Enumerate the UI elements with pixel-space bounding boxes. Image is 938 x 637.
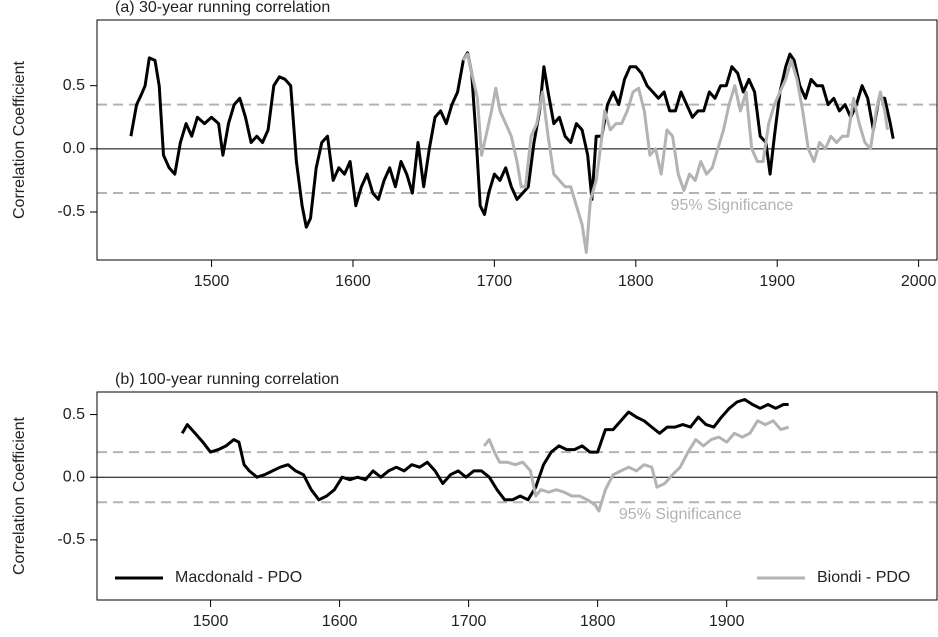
- panel-title: (b) 100-year running correlation: [115, 371, 339, 388]
- x-tick-label: 1700: [477, 273, 513, 290]
- annotation: 95% Significance: [619, 506, 742, 523]
- series-line: [482, 419, 790, 513]
- x-tick-label: 1500: [194, 273, 230, 290]
- x-tick-label: 1800: [580, 613, 616, 630]
- series-line: [462, 52, 889, 254]
- x-tick-label: 1900: [709, 613, 745, 630]
- plot-frame: [96, 391, 938, 601]
- y-tick-label: 0.0: [63, 140, 85, 157]
- y-tick-label: 0.0: [63, 468, 85, 485]
- plot-frame: [96, 19, 938, 261]
- x-tick-label: 1600: [335, 273, 371, 290]
- legend-label: Biondi - PDO: [817, 569, 910, 586]
- x-tick-label: 1500: [193, 613, 229, 630]
- annotation: 95% Significance: [671, 197, 794, 214]
- panel-title: (a) 30-year running correlation: [115, 0, 330, 16]
- y-axis-label: Correlation Coefficient: [11, 60, 28, 219]
- x-tick-label: 1900: [759, 273, 795, 290]
- series-line: [129, 51, 895, 229]
- x-tick-label: 2000: [901, 273, 937, 290]
- y-tick-label: 0.5: [63, 77, 85, 94]
- y-tick-label: -0.5: [57, 531, 85, 548]
- series-line: [180, 398, 789, 502]
- x-tick-label: 1700: [451, 613, 487, 630]
- x-tick-label: 1600: [322, 613, 358, 630]
- y-axis-label: Correlation Coefficient: [11, 416, 28, 575]
- y-tick-label: 0.5: [63, 406, 85, 423]
- y-tick-label: -0.5: [57, 203, 85, 220]
- x-tick-label: 1800: [618, 273, 654, 290]
- legend-label: Macdonald - PDO: [175, 569, 302, 586]
